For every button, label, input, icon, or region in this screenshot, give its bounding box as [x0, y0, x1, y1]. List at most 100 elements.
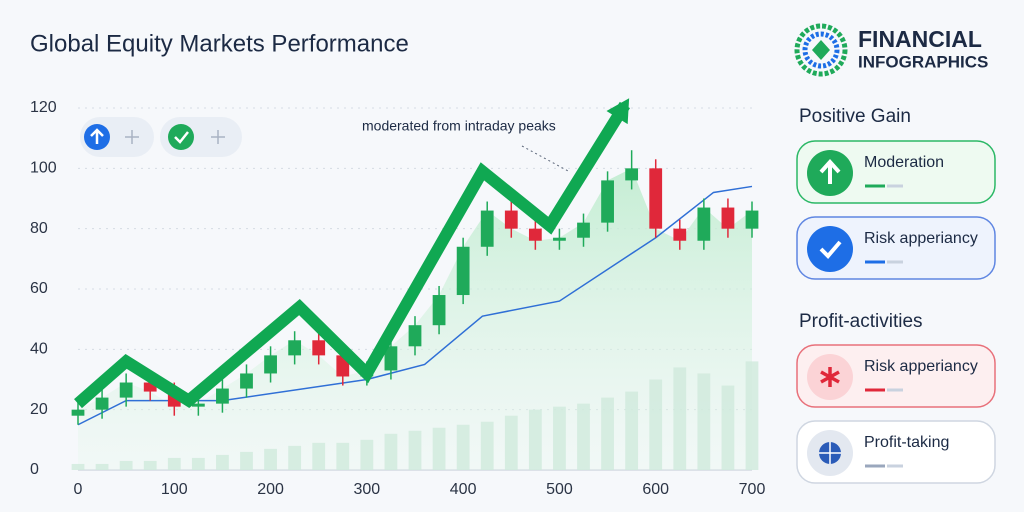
- toggle-group[interactable]: [80, 117, 242, 157]
- x-tick-label: 200: [257, 481, 284, 498]
- x-tick-label: 500: [546, 481, 573, 498]
- volume-bar: [119, 460, 133, 470]
- y-tick-label: 120: [30, 99, 57, 116]
- candle-body: [119, 382, 133, 398]
- card-label: Profit-taking: [864, 434, 949, 451]
- volume-bar: [360, 439, 374, 470]
- logo-ring: [794, 23, 848, 77]
- volume-bar: [504, 415, 518, 470]
- candle-body: [384, 346, 398, 371]
- volume-bar: [240, 451, 253, 470]
- candle-body: [288, 340, 302, 356]
- candle-body: [745, 210, 759, 229]
- candle-body: [143, 382, 157, 392]
- candle-body: [408, 325, 422, 347]
- trend-line: [74, 101, 630, 409]
- card-icon: [807, 226, 853, 272]
- icon-glyph: [819, 442, 841, 464]
- volume-bar: [384, 433, 398, 470]
- volume-bar: [721, 385, 735, 470]
- candle-body: [625, 168, 639, 181]
- volume-bar: [288, 445, 302, 470]
- volume-bar: [95, 463, 109, 470]
- volume-bar: [264, 448, 277, 470]
- candle-body: [601, 180, 614, 223]
- volume-bar: [553, 406, 566, 470]
- volume-bar: [577, 403, 590, 470]
- card[interactable]: Risk apperiancy: [796, 344, 996, 408]
- candle-body: [577, 222, 590, 238]
- icon: [211, 130, 225, 144]
- icon-glyph: [819, 240, 842, 259]
- candle-body: [456, 246, 470, 296]
- section-title: Positive Gain: [799, 106, 911, 127]
- candle-body: [216, 388, 229, 404]
- volume-bar: [480, 421, 494, 470]
- volume-bar: [601, 397, 614, 470]
- candle-body: [480, 210, 494, 247]
- icon: [90, 128, 104, 144]
- icon-glyph: [819, 159, 841, 184]
- volume-bar: [71, 463, 85, 470]
- logo: [794, 23, 848, 77]
- candle-body: [697, 207, 711, 241]
- icon: [174, 131, 189, 144]
- logo-core: [812, 40, 830, 60]
- volume-bar: [456, 424, 470, 470]
- candle-body: [721, 207, 735, 229]
- logo-text: FINANCIAL: [858, 26, 982, 52]
- volume-bar: [649, 379, 663, 470]
- y-tick-label: 60: [30, 280, 48, 297]
- y-tick-label: 0: [30, 461, 39, 478]
- y-tick-label: 100: [30, 160, 57, 177]
- candle-body: [432, 295, 446, 326]
- icon: [125, 130, 139, 144]
- logo-ring: [802, 31, 840, 69]
- candle-body: [649, 168, 663, 229]
- volume-bar: [673, 367, 687, 470]
- card-label: Risk apperiancy: [864, 358, 978, 375]
- x-tick-label: 400: [450, 481, 477, 498]
- volume-bar: [167, 457, 181, 470]
- y-tick-label: 40: [30, 341, 48, 358]
- card[interactable]: Moderation: [796, 140, 996, 204]
- card-label: Risk apperiancy: [864, 230, 978, 247]
- volume-bar: [312, 442, 326, 470]
- volume-bar: [191, 457, 205, 470]
- candle-body: [71, 409, 85, 416]
- trend-arrowhead: [606, 98, 630, 125]
- candle-body: [95, 397, 109, 410]
- x-tick-label: 700: [739, 481, 766, 498]
- logo-text: INFOGRAPHICS: [858, 52, 988, 71]
- candle-body: [528, 228, 542, 241]
- candle-body: [240, 373, 253, 389]
- candle-body: [553, 237, 566, 241]
- x-tick-label: 100: [161, 481, 188, 498]
- icon: [168, 124, 194, 150]
- icon-glyph: [820, 367, 840, 387]
- card[interactable]: Profit-taking: [796, 420, 996, 484]
- x-tick-label: 600: [642, 481, 669, 498]
- card[interactable]: Risk apperiancy: [796, 216, 996, 280]
- x-tick-label: 0: [74, 481, 83, 498]
- x-tick-label: 300: [354, 481, 381, 498]
- volume-bar: [697, 373, 711, 470]
- volume-bar: [143, 460, 157, 470]
- candle-body: [191, 403, 205, 407]
- candle-body: [312, 340, 326, 356]
- y-tick-label: 80: [30, 220, 48, 237]
- candle-body: [264, 355, 277, 374]
- volume-bar: [745, 361, 759, 470]
- section-title: Profit-activities: [799, 311, 923, 332]
- candle-body: [673, 228, 687, 241]
- volume-bar: [625, 391, 639, 470]
- volume-bar: [432, 427, 446, 470]
- volume-bar: [528, 409, 542, 470]
- volume-bar: [216, 454, 229, 470]
- card-label: Moderation: [864, 154, 944, 171]
- annotation: moderated from intraday peaks: [362, 118, 556, 134]
- volume-bar: [336, 442, 350, 470]
- volume-bar: [408, 430, 422, 470]
